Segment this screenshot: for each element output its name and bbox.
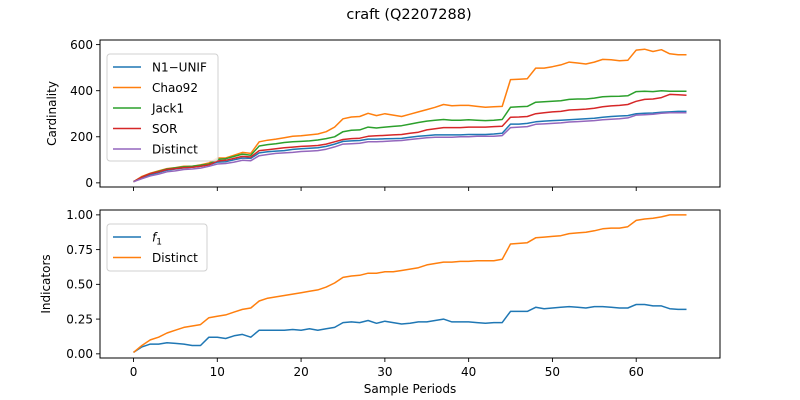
cardinality-series-sor-line bbox=[133, 93, 687, 183]
indicators-y-tick-label: 0.25 bbox=[66, 312, 93, 326]
legend-label-chao92: Chao92 bbox=[152, 81, 198, 95]
cardinality-legend-box bbox=[106, 53, 219, 162]
cardinality-y-tick-label: 0 bbox=[85, 176, 93, 190]
indicators-x-tick-label: 50 bbox=[545, 365, 560, 379]
cardinality-y-axis-label: Cardinality bbox=[45, 81, 59, 146]
indicators-x-tick-label: 40 bbox=[461, 365, 476, 379]
legend-label-distinct: Distinct bbox=[152, 251, 198, 265]
figure-title: craft (Q2207288) bbox=[346, 7, 471, 23]
cardinality-y-tick-label: 200 bbox=[70, 130, 93, 144]
legend-label-distinct: Distinct bbox=[152, 143, 198, 157]
indicators-x-tick-label: 0 bbox=[130, 365, 138, 379]
legend-label-n1-unif: N1−UNIF bbox=[152, 61, 207, 75]
indicators-series-distinct-line bbox=[133, 214, 687, 353]
cardinality-series-distinct-line bbox=[133, 112, 687, 183]
indicators-x-tick-label: 10 bbox=[210, 365, 225, 379]
legend-label-sor: SOR bbox=[152, 122, 177, 136]
indicators-y-tick-label: 1.00 bbox=[66, 208, 93, 222]
indicators-legend-box bbox=[106, 223, 208, 272]
indicators-axes: 0 10 20 30 40 50 60 0.00 0.25 0.50 0.75 1.00 Indicat… bbox=[39, 208, 721, 396]
cardinality-series-jack1-line bbox=[133, 89, 687, 183]
indicators-x-tick-label: 60 bbox=[629, 365, 644, 379]
legend-label-f1: f1 bbox=[152, 231, 162, 248]
indicators-legend: f1 Distinct bbox=[106, 223, 208, 272]
indicators-y-axis-label: Indicators bbox=[39, 254, 53, 313]
indicators-y-tick-label: 0.50 bbox=[66, 278, 93, 292]
cardinality-y-tick-label: 600 bbox=[70, 38, 93, 52]
indicators-x-tick-label: 20 bbox=[293, 365, 308, 379]
indicators-y-tick-label: 0.75 bbox=[66, 243, 93, 257]
indicators-y-tick-label: 0.00 bbox=[66, 347, 93, 361]
indicators-series-f1-line bbox=[133, 303, 687, 354]
cardinality-axes-frame bbox=[99, 39, 721, 188]
cardinality-series-n1-unif-line bbox=[133, 110, 687, 183]
cardinality-y-tick-label: 400 bbox=[70, 84, 93, 98]
indicators-x-tick-label: 30 bbox=[377, 365, 392, 379]
cardinality-legend: N1−UNIF Chao92 Jack1 SOR Distinct bbox=[106, 53, 219, 162]
cardinality-axes: 0 200 400 600 Cardinality N1−UNIF Chao92 Jack1 S… bbox=[45, 38, 721, 191]
legend-label-jack1: Jack1 bbox=[151, 102, 184, 116]
indicators-x-axis-label: Sample Periods bbox=[364, 382, 456, 396]
